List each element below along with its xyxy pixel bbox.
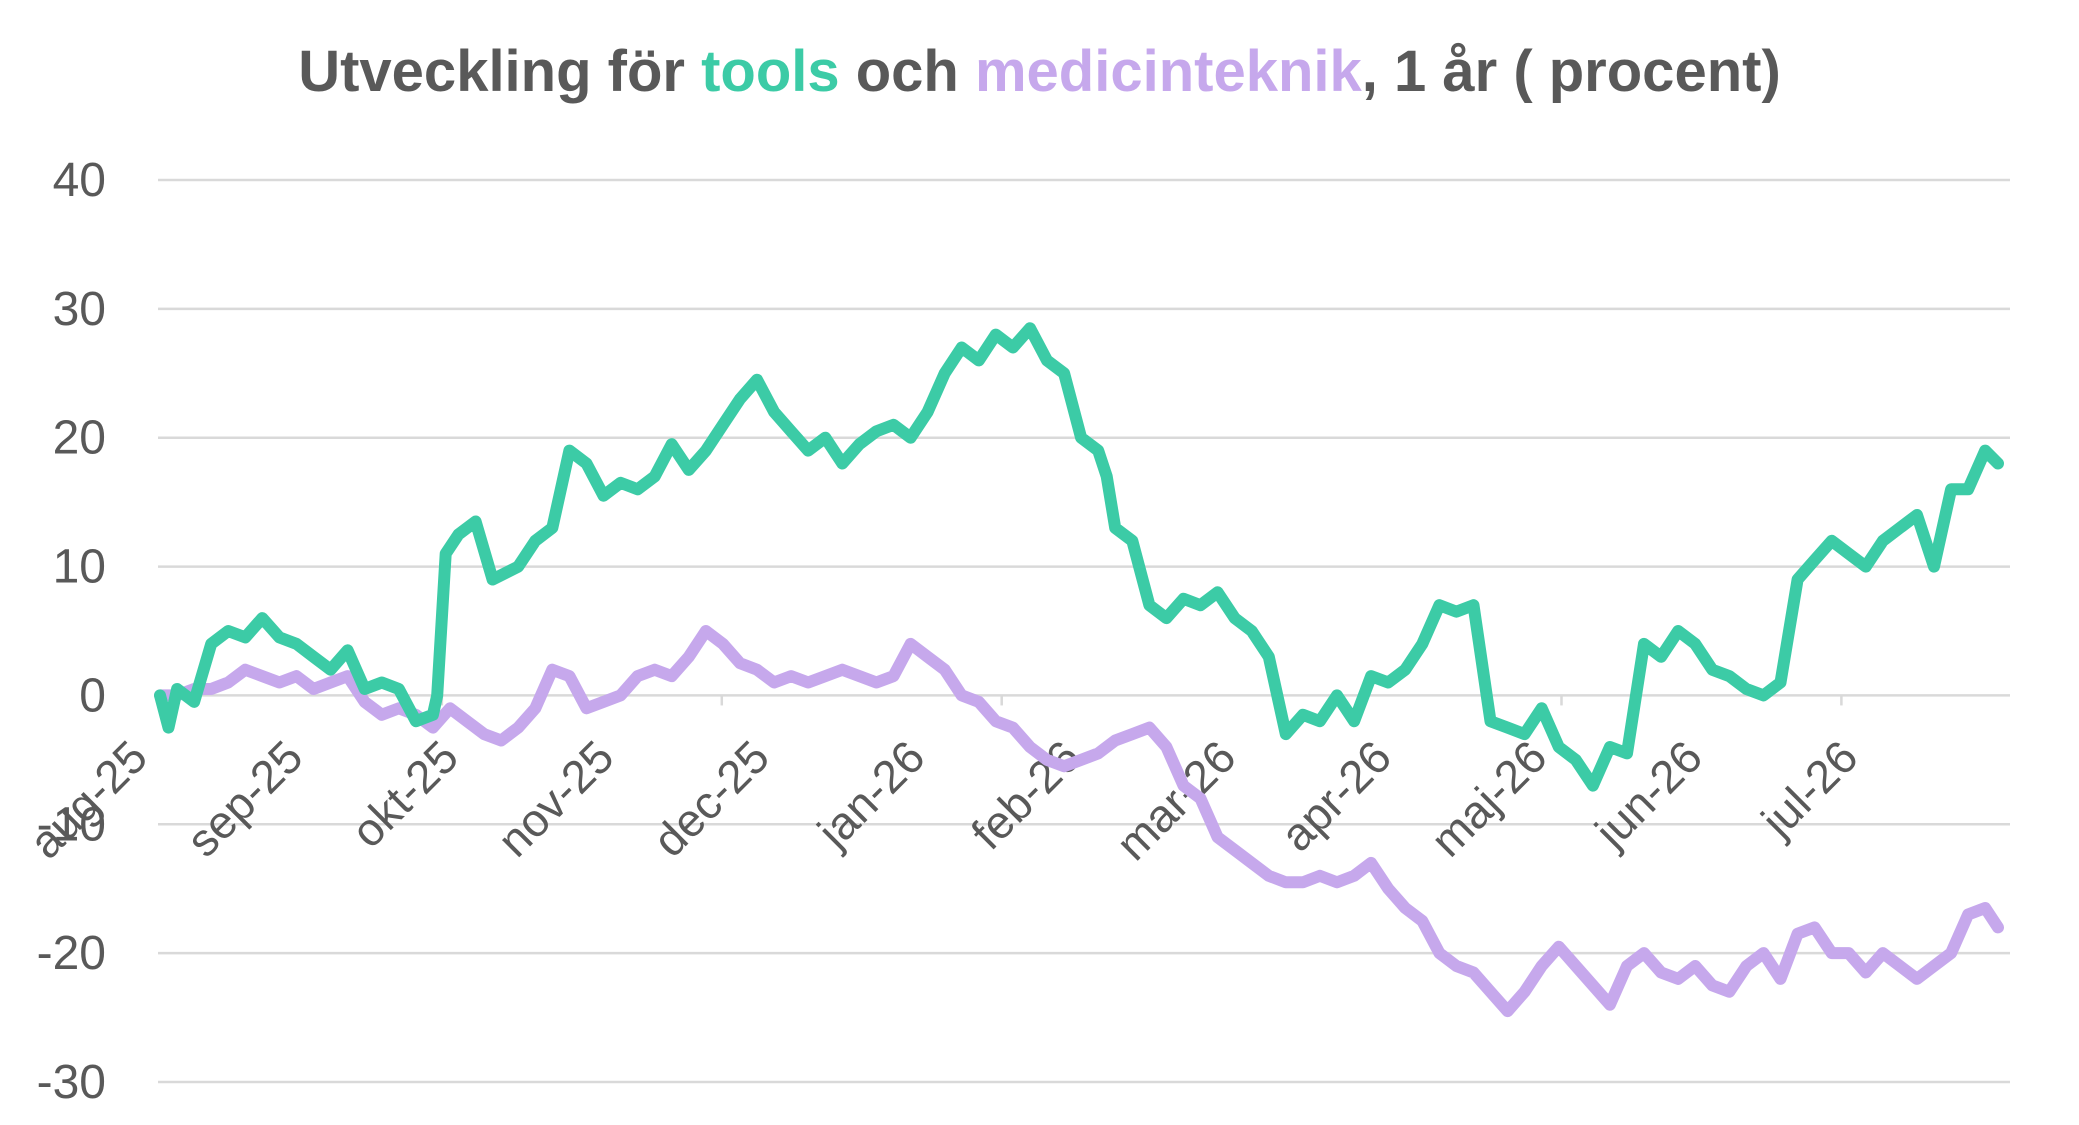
title-series-medicinteknik: medicinteknik	[974, 39, 1362, 104]
x-tick-label: maj-26	[1420, 730, 1556, 866]
y-tick-label: 0	[79, 669, 106, 722]
x-tick-label: nov-25	[487, 730, 623, 866]
x-tick-label: dec-25	[643, 730, 779, 866]
y-tick-label: 20	[53, 412, 106, 465]
series-line-tools	[154, 322, 2004, 792]
y-tick-label: -20	[37, 927, 106, 980]
y-tick-label: -10	[37, 798, 106, 851]
y-tick-label: -30	[37, 1056, 106, 1109]
x-tick-label: jan-26	[806, 730, 935, 859]
title-prefix: Utveckling för	[298, 39, 702, 104]
title-middle: och	[839, 39, 975, 104]
series-lines	[154, 322, 2004, 1018]
x-tick-label: apr-26	[1270, 730, 1401, 861]
y-tick-label: 10	[53, 541, 106, 594]
x-tick-label: sep-25	[176, 730, 312, 866]
y-axis-ticks: 40 30 20 10 0 -10 -20 -30	[37, 154, 106, 1109]
x-tick-label: okt-25	[341, 730, 468, 857]
title-series-tools: tools	[701, 39, 840, 104]
title-suffix: , 1 år ( procent)	[1361, 39, 1781, 104]
y-tick-label: 40	[53, 154, 106, 207]
x-tick-label: jul-26	[1750, 730, 1868, 848]
series-line-medicinteknik	[154, 625, 2004, 1018]
chart-title: Utveckling för tools och medicinteknik, …	[0, 38, 2079, 105]
y-tick-label: 30	[53, 283, 106, 336]
